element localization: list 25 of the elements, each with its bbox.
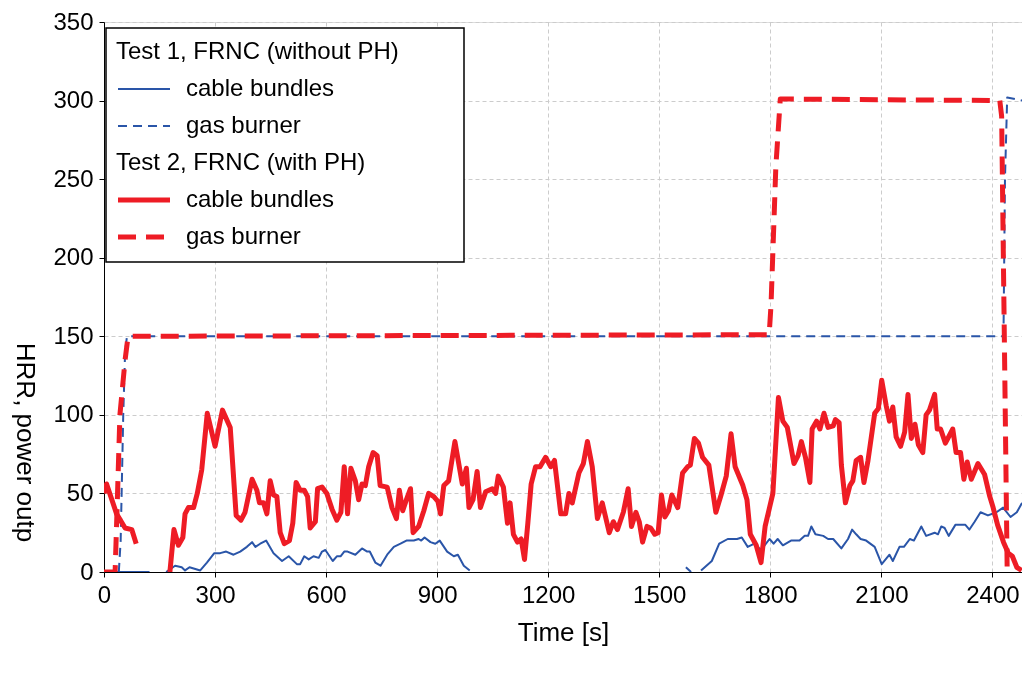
x-tick-label: 1200 xyxy=(522,580,576,608)
x-tick-label: 2400 xyxy=(966,580,1020,608)
y-tick-label: 200 xyxy=(53,243,94,271)
y-tick-label: 300 xyxy=(53,86,94,114)
y-axis-title: HRR, power outp xyxy=(10,342,41,543)
x-tick-label: 1800 xyxy=(744,580,798,608)
y-tick-label: 0 xyxy=(80,557,94,585)
x-tick-label: 900 xyxy=(417,580,458,608)
x-tick-label: 300 xyxy=(195,580,236,608)
y-tick-label: 150 xyxy=(53,321,94,349)
legend-label: gas burner xyxy=(186,222,301,249)
legend-label: cable bundles xyxy=(186,74,335,101)
y-tick-label: 100 xyxy=(53,400,94,428)
annotation: Test 1, FRNC (without PH) xyxy=(116,37,399,64)
legend-label: cable bundles xyxy=(186,185,335,212)
y-tick-label: 250 xyxy=(53,164,94,192)
x-axis-title: Time [s] xyxy=(517,616,610,647)
x-tick-label: 2100 xyxy=(855,580,909,608)
x-tick-label: 1500 xyxy=(633,580,687,608)
y-tick-label: 50 xyxy=(66,478,94,506)
annotation: Test 2, FRNC (with PH) xyxy=(116,148,366,175)
y-tick-label: 350 xyxy=(53,7,94,35)
x-tick-label: 0 xyxy=(97,580,112,608)
x-tick-label: 600 xyxy=(306,580,347,608)
legend-label: gas burner xyxy=(186,111,301,138)
